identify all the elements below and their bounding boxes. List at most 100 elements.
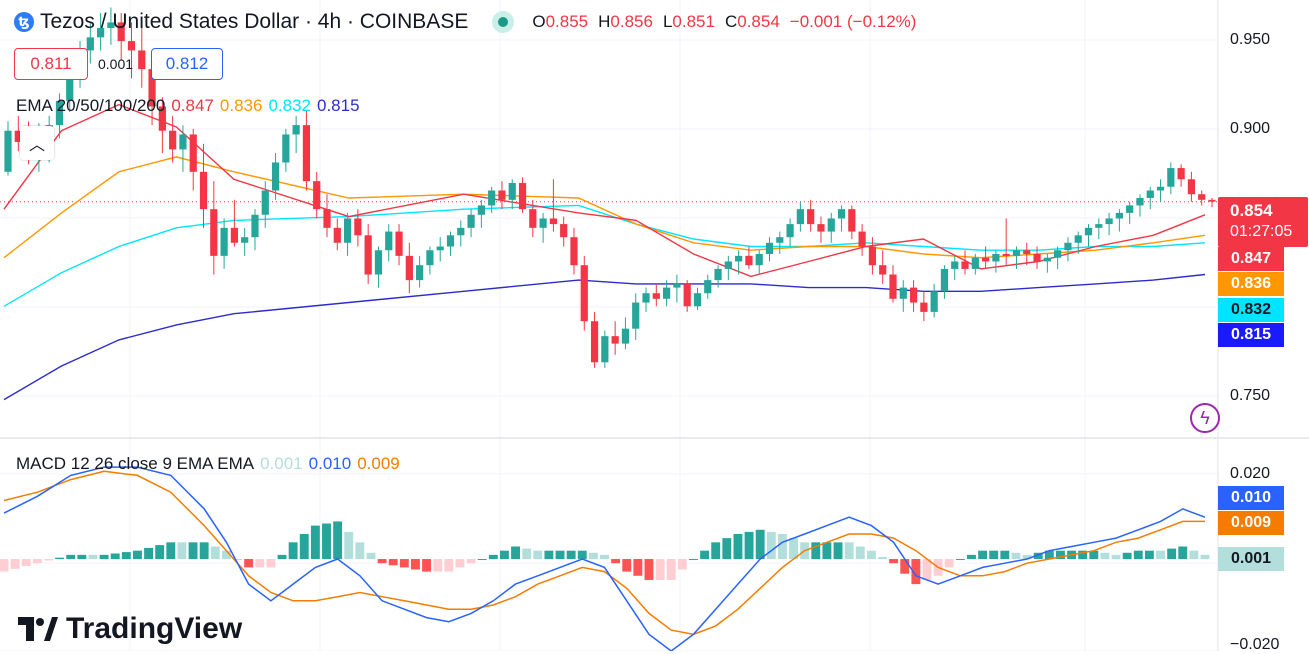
candle-body — [848, 209, 856, 232]
candle-body — [364, 235, 372, 275]
candle-body — [539, 218, 547, 228]
macd-hist-bar — [611, 559, 621, 564]
candle-body — [1002, 253, 1010, 256]
candle-body — [426, 250, 434, 266]
tezos-icon[interactable]: ꜩ — [14, 12, 34, 32]
candle-body — [1023, 250, 1031, 254]
macd-hist-bar — [1133, 550, 1143, 560]
macd-hist-tag: 0.001 — [1218, 547, 1284, 571]
ema20-line — [3, 103, 1206, 278]
macd-histogram — [0, 521, 1210, 585]
macd-hist-bar — [288, 542, 298, 560]
chart-header: ꜩ Tezos / United States Dollar · 4h · CO… — [14, 8, 916, 36]
ohlc-values: O0.855 H0.856 L0.851 C0.854 −0.001 (−0.1… — [532, 12, 917, 31]
macd-hist-bar — [233, 559, 242, 561]
macd-hist-bar — [844, 542, 854, 560]
macd-hist-bar — [488, 554, 498, 560]
candle-body — [1208, 199, 1216, 202]
macd-hist-bar — [522, 548, 532, 560]
candle-body — [446, 235, 455, 247]
candle-body — [1012, 250, 1021, 256]
macd-hist-bar — [533, 550, 543, 560]
macd-hist-bar — [322, 523, 331, 560]
candle-body — [570, 237, 578, 266]
spread-value: 0.001 — [98, 56, 134, 72]
ema-legend[interactable]: EMA 20/50/100/200 0.847 0.836 0.832 0.81… — [16, 96, 360, 116]
candle-body — [632, 302, 640, 329]
macd-hist-bar — [811, 542, 821, 560]
candle-body — [66, 78, 74, 101]
collapse-legend-button[interactable]: ︿ — [20, 126, 54, 160]
candle-body — [467, 214, 475, 228]
macd-hist-bar — [199, 542, 209, 560]
ema50-value: 0.836 — [219, 96, 263, 115]
macd-hist-bar — [299, 533, 309, 560]
candle-body — [107, 22, 115, 29]
candle-body — [241, 237, 249, 243]
candle-body — [745, 255, 753, 266]
macd-hist-bar — [455, 559, 465, 568]
candle-body — [395, 231, 403, 256]
macd-hist-bar — [1055, 550, 1065, 560]
candle-body — [920, 302, 928, 312]
macd-hist-bar — [388, 559, 398, 566]
candle-body — [909, 287, 918, 303]
candle-body — [1177, 168, 1185, 180]
macd-legend[interactable]: MACD 12 26 close 9 EMA EMA 0.001 0.010 0… — [16, 454, 400, 474]
price-change: −0.001 (−0.12%) — [789, 12, 917, 31]
buy-button[interactable]: 0.812 — [151, 48, 223, 80]
lightning-icon[interactable]: ϟ — [1190, 403, 1220, 433]
macd-hist-bar — [132, 550, 142, 560]
candle-body — [642, 293, 650, 303]
macd-hist-bar — [1178, 546, 1188, 560]
tradingview-icon — [18, 617, 58, 641]
macd-hist-bar — [1022, 554, 1032, 560]
macd-hist-bar — [1111, 554, 1121, 560]
candle-body — [560, 224, 568, 238]
macd-hist-bar — [1044, 550, 1054, 560]
macd-hist-bar — [1144, 550, 1154, 560]
macd-line — [3, 466, 1206, 651]
macd-hist-bar — [1011, 552, 1021, 560]
price-tick: 0.750 — [1230, 387, 1271, 404]
macd-hist-bar — [1167, 548, 1177, 560]
macd-hist-bar — [1200, 554, 1210, 560]
sell-button[interactable]: 0.811 — [14, 48, 88, 80]
macd-hist-bar — [1033, 552, 1043, 560]
tradingview-logo[interactable]: TradingView — [18, 612, 242, 646]
candle-body — [982, 257, 990, 262]
symbol-title[interactable]: Tezos / United States Dollar · 4h · COIN… — [40, 10, 469, 33]
macd-hist-bar — [577, 550, 587, 560]
candle-body — [1136, 197, 1144, 206]
macd-hist-bar — [700, 550, 710, 560]
candle-body — [714, 268, 722, 281]
macd-hist-bar — [210, 546, 220, 560]
candle-body — [621, 328, 630, 344]
signal-line-tag: 0.009 — [1218, 511, 1284, 535]
macd-hist-bar — [44, 559, 53, 561]
macd-hist-bar — [711, 542, 721, 560]
macd-hist-bar — [155, 545, 165, 560]
macd-tick: 0.020 — [1230, 465, 1271, 482]
candle-body — [1054, 250, 1062, 258]
ema200-value: 0.815 — [316, 96, 360, 115]
candle-body — [529, 209, 537, 228]
macd-hist-bar — [277, 554, 287, 560]
candle-body — [405, 255, 413, 281]
macd-hist-bar — [633, 559, 643, 576]
candle-body — [673, 283, 681, 288]
macd-hist-bar — [32, 559, 42, 564]
candle-body — [1187, 179, 1196, 195]
macd-hist-bar — [88, 554, 98, 560]
candle-body — [796, 209, 804, 225]
candle-body — [868, 246, 877, 266]
candle-body — [755, 253, 763, 266]
candle-body — [158, 106, 166, 131]
candle-body — [1126, 205, 1134, 213]
candle-body — [611, 336, 619, 344]
candle-body — [590, 321, 599, 363]
candle-body — [436, 246, 444, 251]
candle-body — [693, 293, 702, 307]
